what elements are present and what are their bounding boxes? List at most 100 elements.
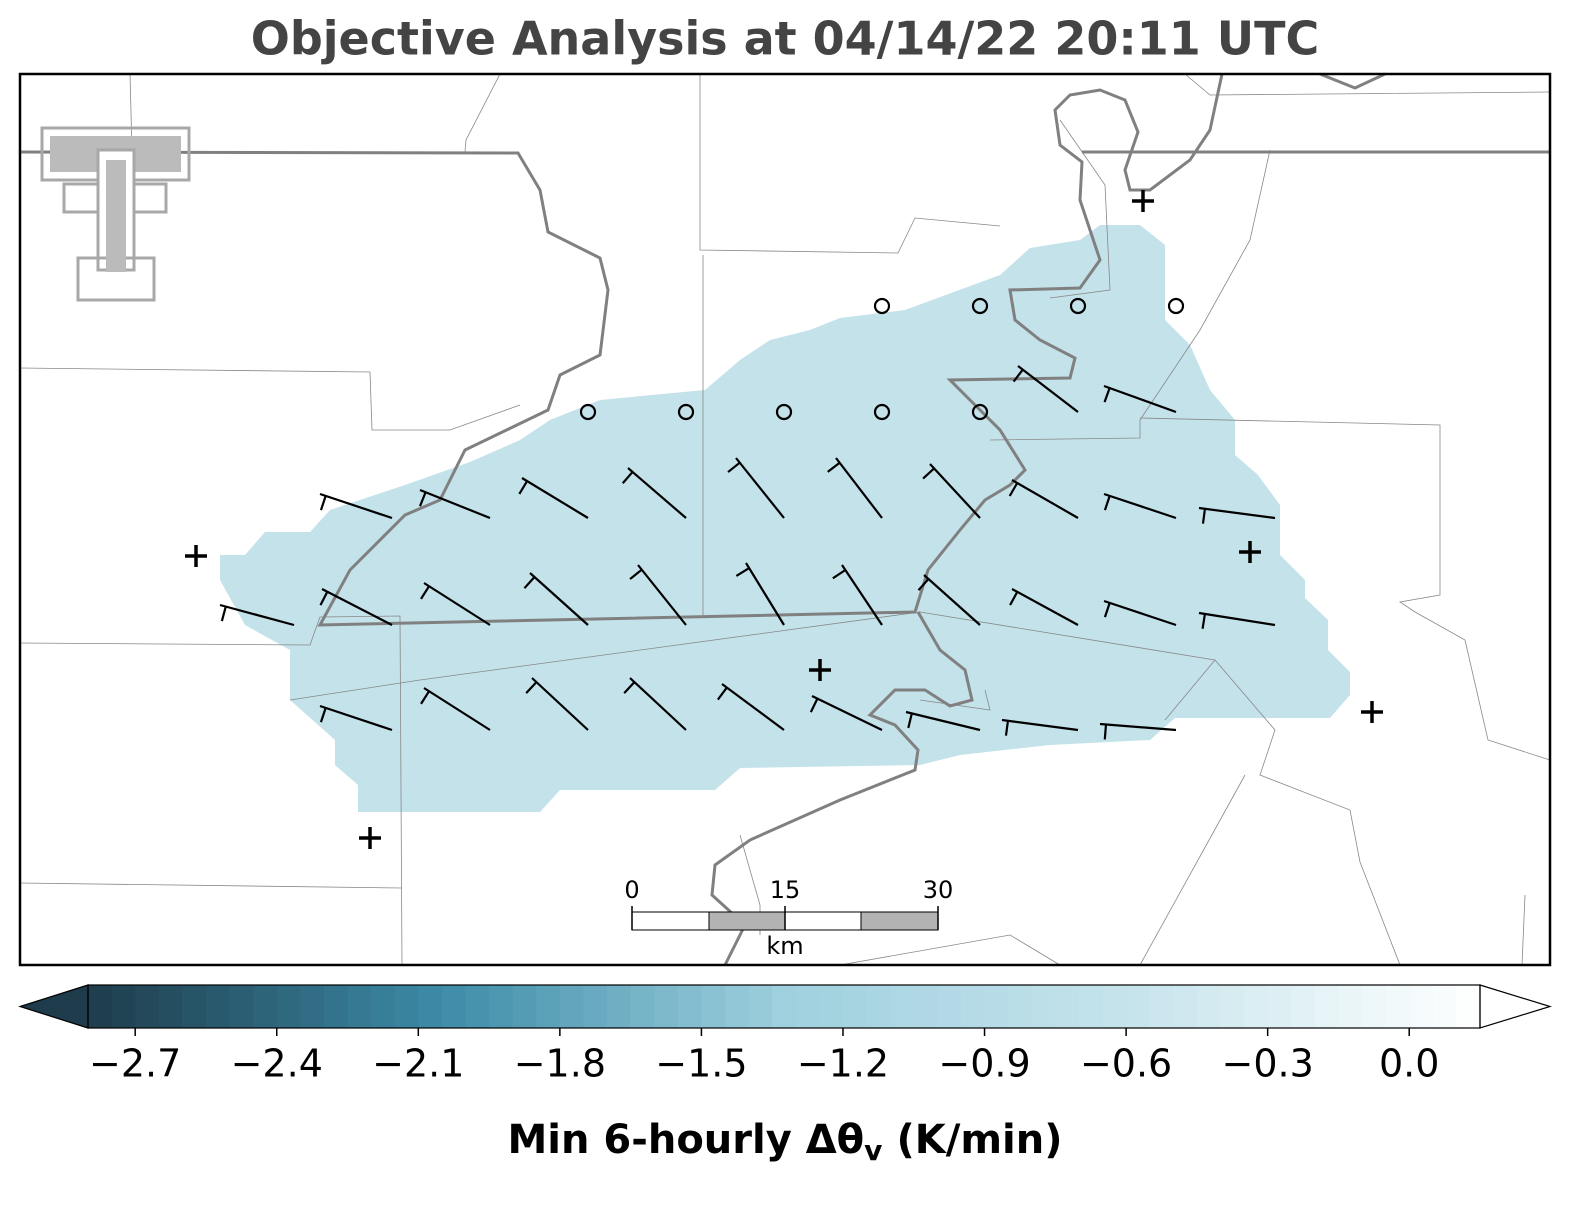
colorbar-tick-label: −1.8	[514, 1042, 606, 1086]
barb-flag	[518, 480, 529, 495]
colorbar-swatch	[371, 985, 396, 1028]
scale-tick-label: 15	[770, 876, 801, 904]
wind-barb	[923, 574, 981, 626]
colorbar-tick-label: −2.4	[231, 1042, 323, 1086]
colorbar-swatch	[394, 985, 419, 1028]
scale-bar: 0 15 30 km	[624, 876, 953, 960]
scale-unit: km	[766, 932, 803, 960]
colorbar-tick-label: 0.0	[1379, 1042, 1439, 1086]
barb-flag	[1008, 482, 1019, 497]
colorbar-frame	[87, 984, 1481, 1029]
wind-barb	[745, 562, 785, 626]
colorbar-swatch	[1126, 985, 1151, 1028]
barb-flag	[1009, 591, 1019, 606]
colorbar-tick-label: −0.3	[1222, 1042, 1314, 1086]
station-marker	[809, 659, 831, 681]
wind-barb	[423, 582, 491, 626]
state-line	[19, 73, 1224, 627]
wind-barb	[811, 695, 883, 731]
colorbar-swatch	[512, 985, 537, 1028]
colorbar-swatch	[1055, 985, 1080, 1028]
colorbar-swatch	[1267, 985, 1292, 1028]
wind-barb	[637, 564, 687, 626]
colorbar-swatch	[205, 985, 231, 1028]
barb-flag	[319, 591, 329, 606]
barb-flag	[420, 690, 430, 705]
colorbar-swatch	[701, 985, 726, 1028]
label-unit: (K/min)	[896, 1117, 1062, 1163]
station-marker	[185, 545, 207, 567]
colorbar-swatch	[253, 985, 278, 1028]
barb-flag	[220, 606, 227, 622]
scale-segment	[708, 911, 786, 931]
wind-barb	[929, 463, 981, 519]
colorbar-swatch	[725, 985, 750, 1028]
station-marker	[1239, 541, 1261, 563]
map-frame	[18, 72, 1552, 967]
colorbar-swatch	[913, 985, 938, 1028]
colorbar-swatch	[323, 985, 349, 1028]
colorbar-swatch	[276, 985, 301, 1028]
border	[19, 615, 403, 966]
calm-wind	[873, 297, 891, 315]
station-marker	[1132, 190, 1154, 212]
barb-flag	[716, 686, 728, 701]
colorbar-swatch	[1432, 985, 1458, 1028]
barb-flag	[629, 568, 643, 580]
colorbar-swatch	[1031, 985, 1056, 1028]
colorbar-swatch	[748, 985, 773, 1028]
colorbar-swatch	[1244, 985, 1269, 1028]
colorbar-swatch	[300, 985, 325, 1028]
colorbar-swatch	[866, 985, 891, 1028]
barb-flag	[420, 585, 430, 600]
river	[1319, 72, 1386, 90]
barb-flag	[1103, 602, 1111, 618]
colorbar-swatch	[583, 985, 608, 1028]
colorbar-swatch	[182, 985, 207, 1028]
rivers-and-state-lines	[19, 72, 1550, 966]
colorbar-swatch	[984, 985, 1009, 1028]
wind-barb	[629, 677, 687, 731]
scale-segment	[860, 911, 939, 931]
colorbar-swatch	[654, 985, 679, 1028]
barb-flag	[319, 495, 327, 511]
colorbar-tick-label: −0.9	[938, 1042, 1030, 1086]
colorbar-swatch	[135, 985, 160, 1028]
barb-flag	[1012, 368, 1024, 383]
wind-barb	[1103, 599, 1177, 627]
wind-barb	[1198, 506, 1276, 520]
river	[710, 611, 974, 966]
colorbar-label: Min 6-hourly Δθv (K/min)	[508, 1117, 1063, 1167]
colorbar-swatch	[795, 985, 820, 1028]
colorbar-swatch	[1102, 985, 1127, 1028]
wind-barb	[529, 572, 589, 626]
barb-flag	[1103, 495, 1111, 511]
scale-tick-label: 0	[624, 876, 639, 904]
logo-part	[106, 160, 126, 272]
colorbar-swatch	[229, 985, 254, 1028]
calm-wind	[1167, 297, 1185, 315]
barb-flag	[827, 461, 841, 473]
barb-flag	[917, 578, 930, 591]
wind-barb	[521, 477, 589, 519]
barb-flag	[418, 491, 427, 507]
barb-flag	[621, 471, 634, 484]
wind-barb	[321, 588, 393, 626]
colorbar: −2.7 −2.4 −2.1 −1.8 −1.5 −1.2 −0.9 −0.6 −0.3 0.0	[18, 984, 1553, 1086]
border	[989, 149, 1551, 761]
border	[289, 611, 1061, 966]
logo	[40, 126, 191, 302]
wind-barb	[1198, 611, 1276, 627]
calm-wind	[1069, 297, 1087, 315]
border	[19, 367, 521, 431]
colorbar-swatch	[536, 985, 561, 1028]
colorbar-swatch	[441, 985, 467, 1028]
wind-barb	[319, 492, 393, 520]
wind-barb	[905, 710, 981, 732]
colorbar-swatch	[772, 985, 797, 1028]
barb-flag	[727, 461, 741, 473]
label-text: Min 6-hourly Δθ	[508, 1117, 865, 1163]
colorbar-swatch	[559, 985, 585, 1028]
station-marker	[359, 827, 381, 849]
